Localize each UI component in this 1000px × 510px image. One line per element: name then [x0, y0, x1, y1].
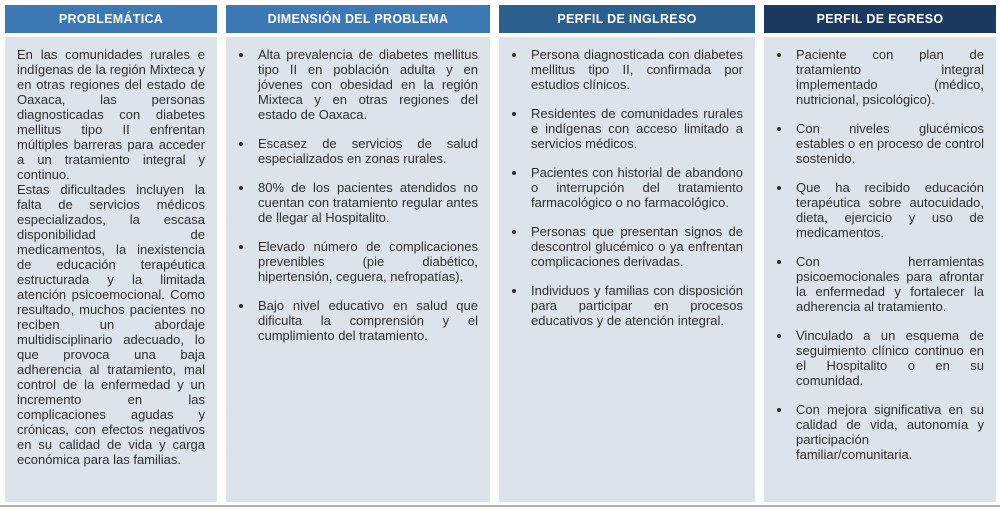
- bottom-divider: [0, 505, 1000, 507]
- column-perfil-de-egreso: PERFIL DE EGRESO Paciente con plan de tr…: [764, 5, 996, 502]
- comparison-table: PROBLEMÁTICA En las comunidades rurales …: [5, 5, 996, 502]
- paragraph: En las comunidades rurales e indígenas d…: [17, 47, 205, 182]
- bullet-item: Con herramientas psicoemocionales para a…: [792, 254, 984, 314]
- column-body-perfil-de-ingreso: Persona diagnosticada con diabetes melli…: [499, 37, 755, 502]
- bullet-item: Residentes de comunidades rurales e indí…: [527, 106, 743, 151]
- column-header-dimension-del-problema: DIMENSIÓN DEL PROBLEMA: [226, 5, 490, 33]
- paragraph-list: En las comunidades rurales e indígenas d…: [17, 47, 205, 467]
- bullet-item: Individuos y familias con disposición pa…: [527, 283, 743, 328]
- column-body-perfil-de-egreso: Paciente con plan de tratamiento integra…: [764, 37, 996, 502]
- column-problematica: PROBLEMÁTICA En las comunidades rurales …: [5, 5, 217, 502]
- bullet-item: Bajo nivel educativo en salud que dificu…: [254, 298, 478, 343]
- bullet-list: Paciente con plan de tratamiento integra…: [776, 47, 984, 462]
- paragraph: Estas dificultades incluyen la falta de …: [17, 182, 205, 467]
- bullet-item: Personas que presentan signos de descont…: [527, 224, 743, 269]
- bullet-item: Con niveles glucémicos estables o en pro…: [792, 121, 984, 166]
- column-body-dimension-del-problema: Alta prevalencia de diabetes mellitus ti…: [226, 37, 490, 502]
- bullet-item: Alta prevalencia de diabetes mellitus ti…: [254, 47, 478, 122]
- bullet-item: Vinculado a un esquema de seguimiento cl…: [792, 328, 984, 388]
- bullet-item: 80% de los pacientes atendidos no cuenta…: [254, 180, 478, 225]
- column-header-perfil-de-egreso: PERFIL DE EGRESO: [764, 5, 996, 33]
- bullet-list: Alta prevalencia de diabetes mellitus ti…: [238, 47, 478, 343]
- bullet-item: Escasez de servicios de salud especializ…: [254, 136, 478, 166]
- column-perfil-de-ingreso: PERFIL DE INGLRESO Persona diagnosticada…: [499, 5, 755, 502]
- bullet-item: Con mejora significativa en su calidad d…: [792, 402, 984, 462]
- bullet-item: Paciente con plan de tratamiento integra…: [792, 47, 984, 107]
- bullet-item: Pacientes con historial de abandono o in…: [527, 165, 743, 210]
- bullet-item: Persona diagnosticada con diabetes melli…: [527, 47, 743, 92]
- bullet-item: Que ha recibido educación terapéutica so…: [792, 180, 984, 240]
- bullet-list: Persona diagnosticada con diabetes melli…: [511, 47, 743, 328]
- column-header-perfil-de-ingreso: PERFIL DE INGLRESO: [499, 5, 755, 33]
- column-dimension-del-problema: DIMENSIÓN DEL PROBLEMA Alta prevalencia …: [226, 5, 490, 502]
- column-body-problematica: En las comunidades rurales e indígenas d…: [5, 37, 217, 502]
- column-header-problematica: PROBLEMÁTICA: [5, 5, 217, 33]
- bullet-item: Elevado número de complicaciones preveni…: [254, 239, 478, 284]
